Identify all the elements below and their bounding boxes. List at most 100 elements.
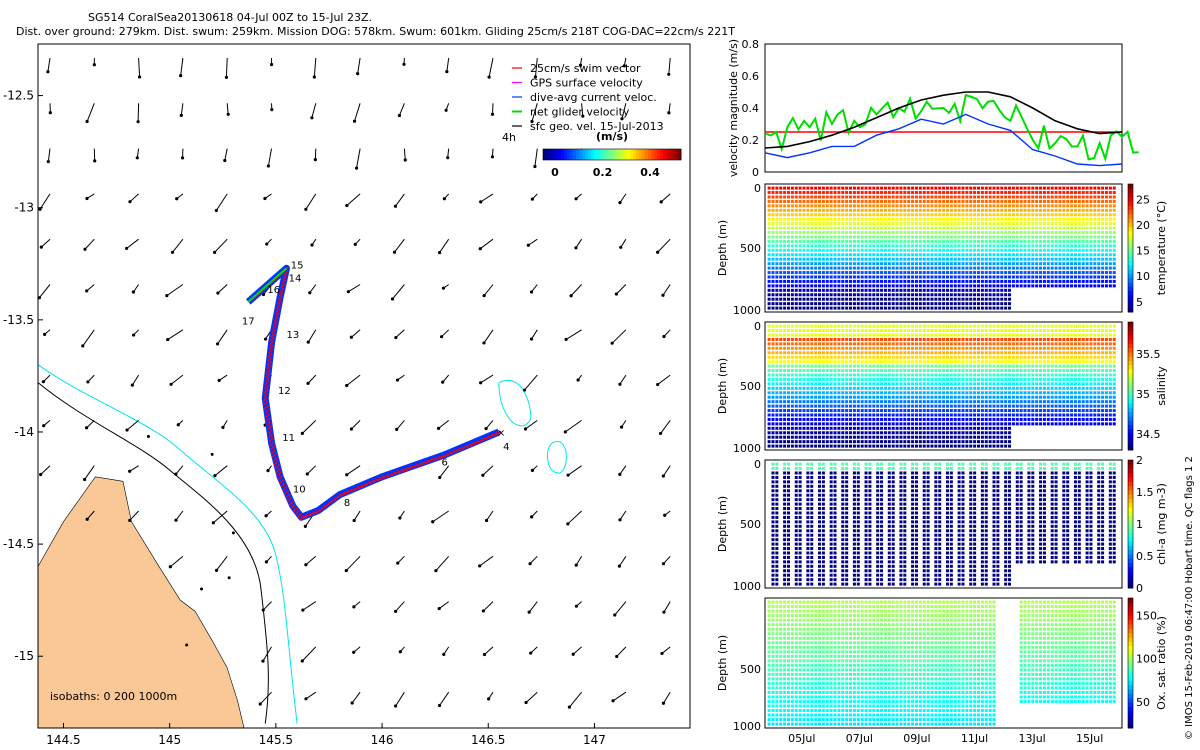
salinity-mark	[837, 364, 841, 368]
temperature-mark	[984, 253, 988, 257]
salinity-mark	[767, 400, 771, 404]
reef-mark	[227, 576, 231, 580]
salinity-mark	[1004, 395, 1008, 399]
temperature-mark	[825, 306, 829, 310]
temperature-mark	[1089, 262, 1093, 266]
temperature-mark	[1089, 266, 1093, 270]
temperature-mark	[833, 204, 837, 208]
salinity-mark	[992, 333, 996, 337]
salinity-mark	[945, 440, 949, 444]
temperature-mark	[1062, 257, 1066, 261]
salinity-mark	[973, 337, 977, 341]
temperature-mark	[783, 284, 787, 288]
temperature-mark	[876, 253, 880, 257]
temperature-mark	[945, 239, 949, 243]
salinity-mark	[802, 386, 806, 390]
salinity-mark	[883, 395, 887, 399]
salinity-mark	[953, 404, 957, 408]
salinity-mark	[891, 409, 895, 413]
current-arrow	[487, 57, 494, 79]
temperature-mark	[1066, 195, 1070, 199]
temperature-mark	[841, 257, 845, 261]
salinity-mark	[860, 426, 864, 430]
salinity-mark	[786, 360, 790, 364]
salinity-mark	[794, 413, 798, 417]
salinity-mark	[918, 444, 922, 448]
temperature-mark	[1066, 244, 1070, 248]
salinity-mark	[767, 422, 771, 426]
temperature-cbar-tick: 5	[1136, 296, 1143, 309]
salinity-mark	[891, 400, 895, 404]
salinity-mark	[775, 386, 779, 390]
temperature-mark	[1097, 213, 1101, 217]
temperature-mark	[961, 208, 965, 212]
salinity-mark	[775, 431, 779, 435]
salinity-mark	[895, 444, 899, 448]
salinity-mark	[1035, 391, 1039, 395]
colorbar-cell	[549, 149, 553, 160]
temperature-mark	[849, 248, 853, 252]
temperature-mark	[988, 208, 992, 212]
salinity-mark	[841, 373, 845, 377]
temperature-mark	[914, 186, 918, 190]
temperature-mark	[1008, 297, 1012, 301]
colorbar-cell	[609, 149, 613, 160]
temperature-mark	[1054, 279, 1058, 283]
temperature-mark	[883, 248, 887, 252]
salinity-mark	[1035, 355, 1039, 359]
salinity-mark	[918, 382, 922, 386]
temperature-mark	[984, 284, 988, 288]
temperature-mark	[942, 284, 946, 288]
temperature-mark	[860, 248, 864, 252]
temperature-mark	[1031, 204, 1035, 208]
temperature-cbar-cell	[1128, 277, 1133, 283]
temperature-mark	[1093, 199, 1097, 203]
temperature-mark	[949, 279, 953, 283]
salinity-mark	[849, 324, 853, 328]
temperature-mark	[977, 191, 980, 195]
temperature-mark	[883, 271, 887, 275]
salinity-mark	[872, 440, 876, 444]
temperature-mark	[1008, 239, 1012, 243]
salinity-mark	[794, 324, 798, 328]
salinity-mark	[930, 413, 934, 417]
temperature-mark	[969, 213, 973, 217]
temperature-mark	[1066, 248, 1070, 252]
salinity-mark	[880, 404, 884, 408]
salinity-mark	[821, 337, 825, 341]
temperature-mark	[965, 208, 969, 212]
salinity-mark	[996, 404, 1000, 408]
salinity-mark	[930, 422, 934, 426]
temperature-mark	[934, 244, 938, 248]
salinity-mark	[984, 373, 988, 377]
temperature-mark	[903, 213, 907, 217]
salinity-mark	[903, 329, 907, 333]
temperature-mark	[1031, 191, 1035, 195]
salinity-mark	[860, 435, 864, 439]
temperature-mark	[783, 306, 787, 310]
temperature-mark	[1089, 222, 1093, 226]
salinity-mark	[977, 404, 980, 408]
salinity-mark	[837, 435, 841, 439]
temperature-mark	[821, 191, 825, 195]
temperature-mark	[1093, 271, 1097, 275]
temperature-mark	[899, 284, 903, 288]
temperature-mark	[1077, 262, 1081, 266]
salinity-mark	[903, 342, 907, 346]
salinity-mark	[825, 444, 829, 448]
salinity-mark	[798, 360, 802, 364]
temperature-cbar-cell	[1128, 303, 1133, 309]
swim-vector	[484, 435, 490, 441]
salinity-mark	[1031, 409, 1035, 413]
salinity-mark	[767, 391, 771, 395]
temperature-mark	[1058, 235, 1062, 239]
salinity-mark	[965, 337, 969, 341]
temperature-mark	[779, 213, 783, 217]
salinity-mark	[767, 431, 771, 435]
temperature-mark	[1070, 222, 1074, 226]
temperature-mark	[1046, 186, 1050, 190]
salinity-mark	[1015, 324, 1019, 328]
temperature-mark	[783, 204, 787, 208]
salinity-mark	[841, 369, 845, 373]
current-arrow	[306, 374, 317, 385]
